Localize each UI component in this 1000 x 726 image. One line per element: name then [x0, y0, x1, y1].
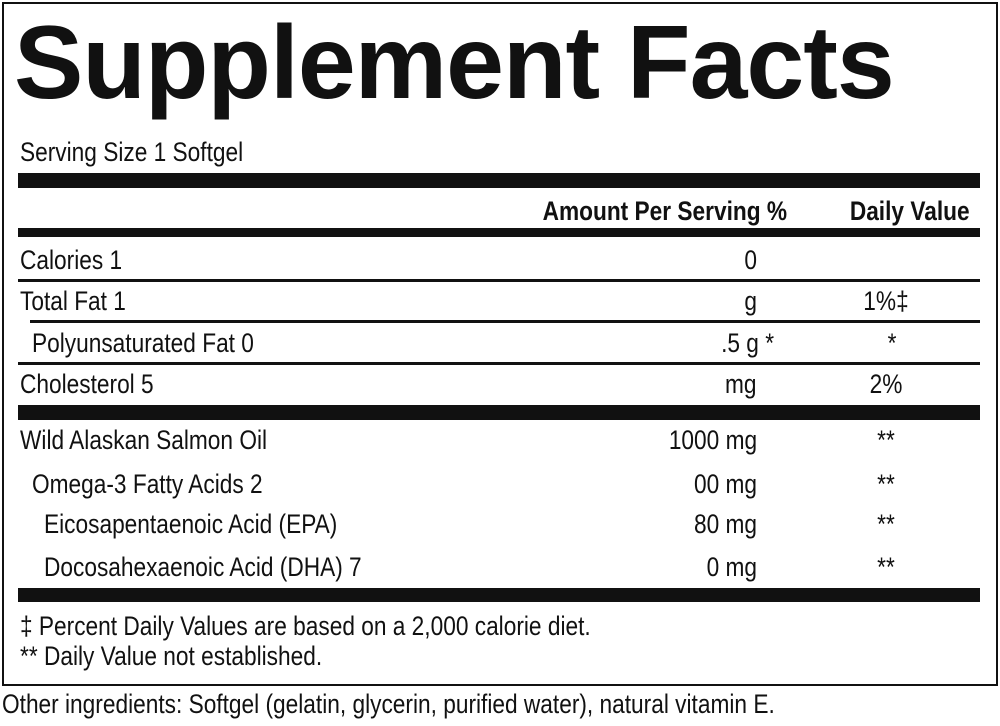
panel-title: Supplement Facts: [14, 5, 895, 121]
divider-thin: [18, 279, 980, 282]
divider-thin: [30, 320, 980, 323]
divider-thick: [18, 173, 980, 188]
divider-thin: [18, 362, 980, 365]
supplement-facts-panel: [2, 2, 998, 686]
row-name: Eicosapentaenoic Acid (EPA): [44, 509, 338, 539]
row-dv: **: [877, 469, 895, 499]
other-ingredients: Other ingredients: Softgel (gelatin, gly…: [2, 689, 775, 719]
row-amount: 0 mg: [706, 552, 757, 582]
row-name: Total Fat 1: [20, 286, 126, 316]
row-dv: 1%‡: [863, 286, 909, 316]
row-amount: 1000 mg: [668, 425, 757, 455]
divider-thick: [18, 588, 980, 602]
header-daily-value: Daily Value: [850, 196, 970, 226]
header-amount: Amount Per Serving %: [542, 196, 787, 226]
row-name: Polyunsaturated Fat 0: [32, 328, 254, 358]
row-dv: *: [887, 328, 897, 358]
row-name: Docosahexaenoic Acid (DHA) 7: [44, 552, 362, 582]
row-name: Omega-3 Fatty Acids 2: [32, 469, 263, 499]
row-dv: **: [877, 509, 895, 539]
serving-size: Serving Size 1 Softgel: [20, 137, 244, 167]
footnote: ‡ Percent Daily Values are based on a 2,…: [20, 611, 591, 641]
row-name: Cholesterol 5: [20, 369, 154, 399]
row-amount: g: [744, 286, 757, 316]
row-amount: .5 g *: [721, 328, 774, 358]
row-amount: 00 mg: [693, 469, 757, 499]
row-name: Wild Alaskan Salmon Oil: [20, 425, 268, 455]
row-dv: 2%: [869, 369, 903, 399]
footnote: ** Daily Value not established.: [20, 641, 323, 671]
row-dv: **: [877, 425, 895, 455]
row-amount: mg: [725, 369, 757, 399]
row-amount: 80 mg: [693, 509, 757, 539]
row-name: Calories 1: [20, 245, 123, 275]
row-dv: **: [877, 552, 895, 582]
divider-thick: [18, 405, 980, 420]
divider-thick: [18, 228, 980, 237]
row-amount: 0: [744, 245, 757, 275]
